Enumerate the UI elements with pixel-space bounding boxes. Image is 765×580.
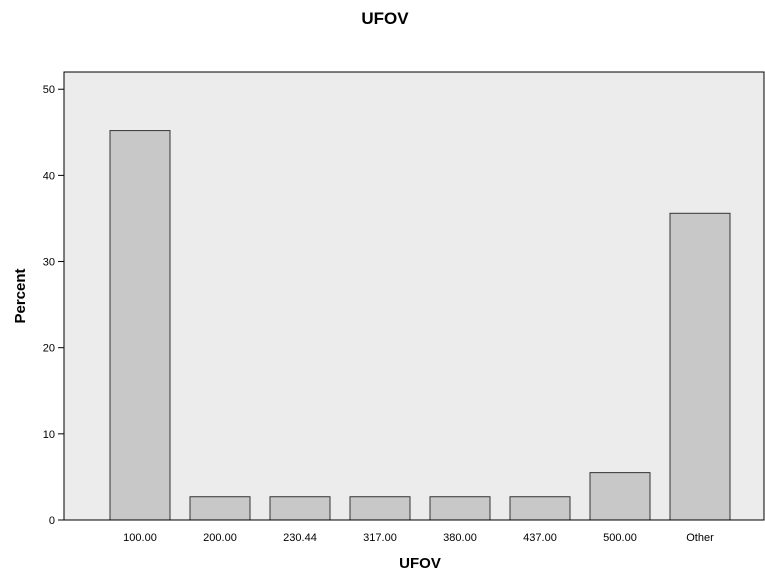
plot-area [63,71,765,521]
y-tick-label: 30 [43,257,55,269]
y-tick-label: 10 [43,429,55,441]
x-tick-label: 200.00 [203,532,237,544]
y-tick-label: 50 [43,84,55,96]
bar-380-00 [429,496,491,521]
y-tick-label: 20 [43,343,55,355]
x-tick-label: Other [686,532,714,544]
axes-layer [58,72,764,521]
ticks-layer: 100.00 200.00 230.44 317.00 380.00 437.00 500.… [43,84,714,544]
bar-200-00 [189,496,251,521]
x-tick-label: 100.00 [123,532,157,544]
y-tick-label: 40 [43,170,55,182]
bar-100-00 [109,130,171,521]
y-axis-title: Percent [12,268,29,323]
bar-437-00 [509,496,571,521]
x-tick-label: 380.00 [443,532,477,544]
bar-317-00 [349,496,411,521]
y-tick-label: 0 [49,515,55,527]
x-tick-label: 230.44 [283,532,317,544]
bar-230-44 [269,496,331,521]
bars-layer [109,130,731,521]
chart-title: UFOV [361,9,409,28]
bar-500-00 [589,472,651,521]
x-tick-label: 437.00 [523,532,557,544]
x-tick-label: 500.00 [603,532,637,544]
x-axis-title: UFOV [399,555,441,572]
bar-other [669,212,731,521]
x-tick-label: 317.00 [363,532,397,544]
